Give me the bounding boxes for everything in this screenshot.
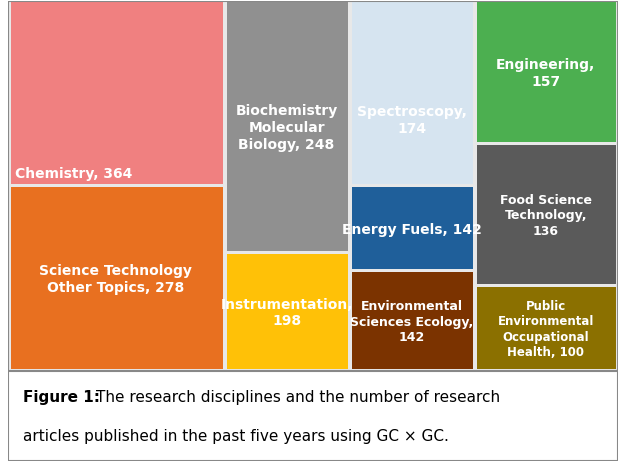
Text: Instrumentation,
198: Instrumentation, 198 [221, 297, 353, 328]
Bar [11, 188, 222, 369]
Bar [352, 188, 472, 270]
Bar [227, 3, 348, 251]
Bar [11, 3, 222, 185]
Bar [227, 254, 348, 369]
Bar [478, 3, 616, 143]
Text: Figure 1:: Figure 1: [22, 389, 100, 404]
Text: Chemistry, 364: Chemistry, 364 [15, 167, 132, 181]
Bar [352, 3, 472, 185]
Text: Food Science
Technology,
136: Food Science Technology, 136 [500, 194, 592, 238]
Text: Spectroscopy,
174: Spectroscopy, 174 [357, 105, 466, 136]
Text: articles published in the past five years using GC × GC.: articles published in the past five year… [22, 428, 449, 443]
Bar [478, 288, 616, 369]
Text: Public
Environmental
Occupational
Health, 100: Public Environmental Occupational Health… [498, 299, 594, 358]
Bar [352, 273, 472, 369]
Bar [478, 145, 616, 285]
Text: Science Technology
Other Topics, 278: Science Technology Other Topics, 278 [39, 264, 192, 294]
Text: Environmental
Sciences Ecology,
142: Environmental Sciences Ecology, 142 [350, 300, 473, 344]
Text: Engineering,
157: Engineering, 157 [496, 58, 596, 89]
Text: The research disciplines and the number of research: The research disciplines and the number … [96, 389, 500, 404]
Text: Energy Fuels, 142: Energy Fuels, 142 [342, 222, 482, 236]
Text: Biochemistry
Molecular
Biology, 248: Biochemistry Molecular Biology, 248 [236, 104, 338, 151]
